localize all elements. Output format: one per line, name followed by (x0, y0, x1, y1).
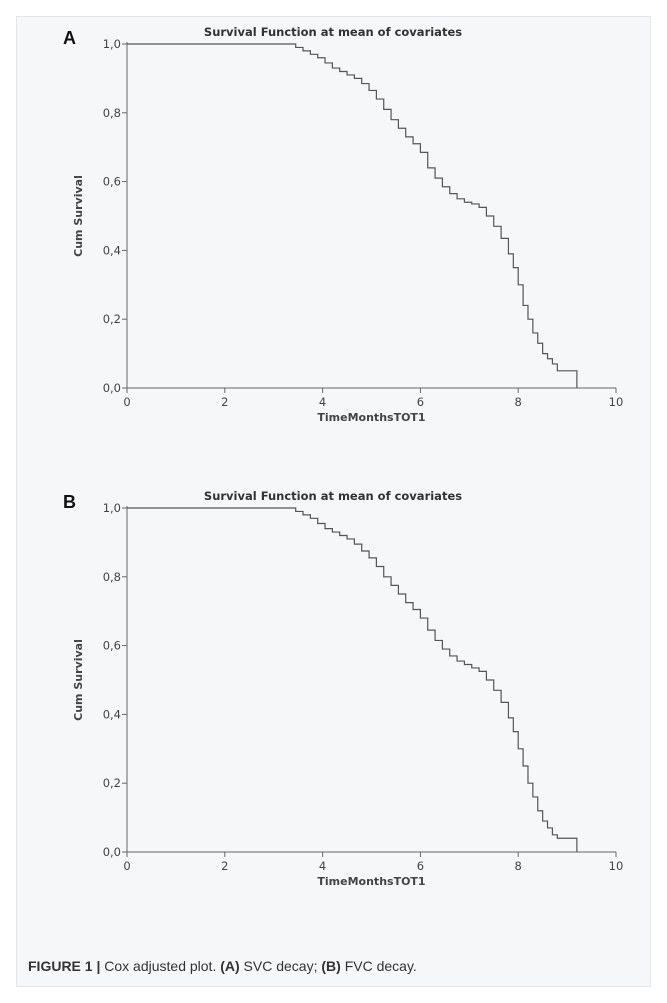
y-axis-label: Cum Survival (72, 639, 85, 721)
x-tick-label: 0 (123, 395, 130, 409)
y-tick-label: 0,8 (103, 106, 121, 120)
figure-caption: FIGURE 1 | Cox adjusted plot. (A) SVC de… (28, 958, 417, 974)
figure-container (16, 16, 651, 987)
y-tick-label: 1,0 (103, 501, 121, 515)
y-tick-label: 0,0 (103, 381, 121, 395)
y-tick-label: 0,4 (103, 707, 121, 721)
y-tick-label: 0,8 (103, 570, 121, 584)
survival-plot-a: A Survival Function at mean of covariates… (63, 25, 624, 424)
y-tick-label: 0,2 (103, 776, 121, 790)
y-tick-label: 0,4 (103, 243, 121, 257)
panel-letter: A (63, 28, 76, 48)
x-tick-label: 10 (609, 395, 624, 409)
x-tick-label: 10 (609, 859, 624, 873)
survival-plot-b: B Survival Function at mean of covariates… (63, 489, 624, 888)
x-tick-label: 6 (417, 395, 424, 409)
chart-title: Survival Function at mean of covariates (204, 489, 462, 503)
y-tick-label: 1,0 (103, 37, 121, 51)
y-tick-label: 0,2 (103, 312, 121, 326)
x-tick-label: 8 (515, 395, 522, 409)
x-axis-label: TimeMonthsTOT1 (317, 411, 425, 424)
chart-title: Survival Function at mean of covariates (204, 25, 462, 39)
caption-text-b: FVC decay. (340, 958, 417, 974)
survival-curve (127, 507, 578, 852)
caption-text-a: SVC decay; (239, 958, 322, 974)
y-tick-label: 0,6 (103, 639, 121, 653)
x-tick-label: 4 (319, 859, 326, 873)
y-tick-label: 0,0 (103, 845, 121, 859)
survival-curve (127, 43, 578, 388)
caption-text: Cox adjusted plot. (100, 958, 221, 974)
x-tick-label: 4 (319, 395, 326, 409)
y-tick-label: 0,6 (103, 175, 121, 189)
caption-ref-b: (B) (321, 958, 341, 974)
x-tick-label: 2 (221, 395, 228, 409)
y-axis-label: Cum Survival (72, 175, 85, 257)
caption-label: FIGURE 1 | (28, 958, 101, 974)
x-tick-label: 2 (221, 859, 228, 873)
caption-ref-a: (A) (220, 958, 240, 974)
panel-letter: B (63, 492, 76, 512)
x-axis-label: TimeMonthsTOT1 (317, 875, 425, 888)
x-tick-label: 6 (417, 859, 424, 873)
x-tick-label: 0 (123, 859, 130, 873)
x-tick-label: 8 (515, 859, 522, 873)
